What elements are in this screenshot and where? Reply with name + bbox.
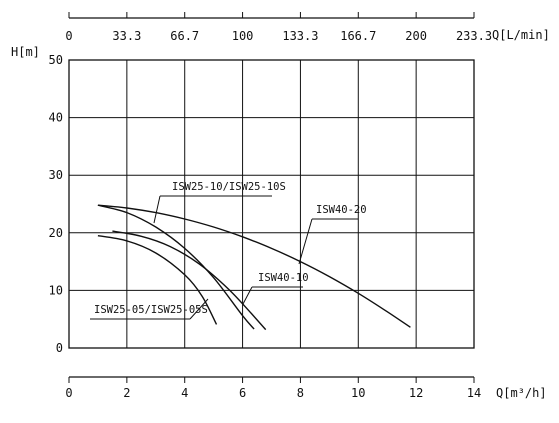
- x2-axis-label: Q[L/min]: [492, 28, 550, 42]
- y-axis-label: H[m]: [11, 45, 40, 59]
- x2-tick-label: 233.3: [456, 29, 492, 43]
- x2-tick-label: 133.3: [282, 29, 318, 43]
- y-tick-label: 0: [56, 341, 63, 355]
- label-leader: [153, 195, 161, 224]
- x2-tick-label: 33.3: [112, 29, 141, 43]
- x-tick-label: 8: [297, 386, 304, 400]
- y-tick-label: 50: [49, 53, 63, 67]
- curves: [97, 204, 411, 331]
- annotations: ISW25-10/ISW25-10S ISW40-20 ISW40-10 ISW25-…: [90, 181, 367, 320]
- x-tick-label: 12: [409, 386, 423, 400]
- y-tick-label: 10: [49, 283, 63, 297]
- x2-tick-label: 166.7: [340, 29, 376, 43]
- curve-isw40-20: [97, 204, 411, 328]
- curve-label: ISW40-10: [258, 272, 309, 284]
- label-leader: [298, 218, 313, 265]
- x-tick-label: 0: [65, 386, 72, 400]
- x-tick-label: 10: [351, 386, 365, 400]
- curve-label: ISW25-05/ISW25-05S: [94, 304, 208, 316]
- plot-frame: [68, 59, 475, 349]
- curve-label: ISW25-10/ISW25-10S: [172, 181, 286, 193]
- grid: [69, 60, 474, 348]
- curve-isw25-10-isw25-10s: [97, 204, 255, 330]
- label-leader: [189, 298, 209, 320]
- x-tick-label: 2: [123, 386, 130, 400]
- y-tick-label: 30: [49, 168, 63, 182]
- y-tick-label: 20: [49, 226, 63, 240]
- x2-tick-label: 0: [65, 29, 72, 43]
- curve-label: ISW40-20: [316, 204, 367, 216]
- x-axis-label: Q[m³/h]: [496, 386, 547, 400]
- x-tick-label: 14: [467, 386, 481, 400]
- x-tick-label: 6: [239, 386, 246, 400]
- x2-tick-label: 100: [232, 29, 254, 43]
- curve-isw25-05-isw25-05s: [97, 235, 218, 325]
- axes: [68, 12, 475, 383]
- x2-tick-label: 200: [405, 29, 427, 43]
- curve-isw40-10: [112, 230, 267, 331]
- x2-tick-label: 66.7: [170, 29, 199, 43]
- y-tick-label: 40: [49, 111, 63, 125]
- x-tick-label: 4: [181, 386, 188, 400]
- label-leader: [242, 286, 253, 305]
